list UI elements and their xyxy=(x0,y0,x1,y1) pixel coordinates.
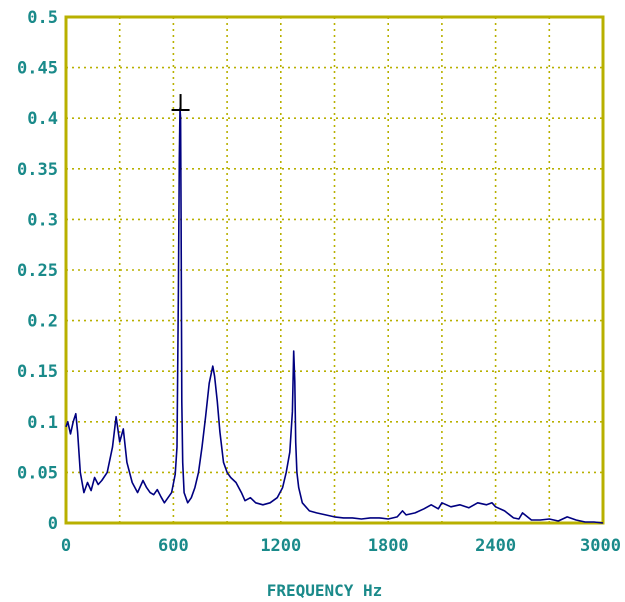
plot-frame xyxy=(64,15,605,525)
x-tick-label: 1800 xyxy=(368,536,409,556)
x-tick-label: 0 xyxy=(61,536,71,556)
y-tick-label: 0.45 xyxy=(17,59,58,79)
y-tick-label: 0.05 xyxy=(17,463,58,483)
x-tick-label: 1200 xyxy=(260,536,301,556)
y-tick-label: 0 xyxy=(48,514,58,534)
series-line xyxy=(65,107,604,524)
x-axis-label: FREQUENCY Hz xyxy=(267,581,383,600)
grid-lines xyxy=(66,17,603,523)
x-tick-label: 3000 xyxy=(580,536,621,556)
y-tick-label: 0.4 xyxy=(27,109,58,129)
y-tick-label: 0.15 xyxy=(17,362,58,382)
y-tick-label: 0.3 xyxy=(27,210,58,230)
x-tick-labels: 0 600 1200 1800 2400 3000 xyxy=(61,536,621,556)
x-tick-label: 2400 xyxy=(475,536,516,556)
y-tick-labels: 0 0.05 0.1 0.15 0.2 0.25 0.3 0.35 0.4 0.45 0.5 xyxy=(17,8,58,534)
y-tick-label: 0.2 xyxy=(27,312,58,332)
x-tick-label: 600 xyxy=(158,536,189,556)
y-tick-label: 0.25 xyxy=(17,261,58,281)
peak-cursor-marker xyxy=(171,94,190,112)
y-tick-label: 0.1 xyxy=(27,413,58,433)
y-tick-label: 0.35 xyxy=(17,160,58,180)
y-tick-label: 0.5 xyxy=(27,8,58,28)
